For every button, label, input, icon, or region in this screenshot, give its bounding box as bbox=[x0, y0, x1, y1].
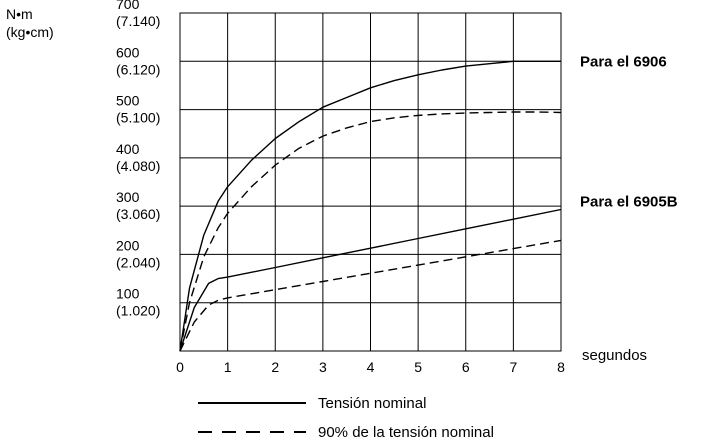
x-tick-label: 2 bbox=[271, 359, 279, 375]
x-unit-label: segundos bbox=[582, 347, 647, 364]
grid bbox=[179, 12, 562, 352]
y-unit-main: N•m bbox=[6, 6, 33, 22]
y-tick-label: 600 bbox=[116, 44, 140, 60]
legend: Tensión nominal 90% de la tensión nominal bbox=[198, 395, 494, 439]
legend-label: Tensión nominal bbox=[318, 395, 426, 412]
y-unit-sub: (kg•cm) bbox=[6, 24, 54, 40]
y-tick-label: 500 bbox=[116, 93, 140, 109]
curve-solid bbox=[179, 60, 561, 352]
x-tick-labels: 0 1 2 3 4 5 6 7 8 bbox=[176, 359, 565, 375]
y-tick-label: 700 bbox=[116, 0, 140, 12]
y-tick-sublabel: (1.020) bbox=[116, 303, 160, 319]
y-tick-label: 200 bbox=[116, 237, 140, 253]
y-tick-labels: 100(1.020) 200(2.040) 300(3.060) 400(4.080)… bbox=[116, 0, 160, 319]
x-tick-label: 7 bbox=[509, 359, 517, 375]
x-tick-label: 6 bbox=[462, 359, 470, 375]
curve-dashed bbox=[179, 239, 562, 352]
x-tick-label: 0 bbox=[176, 359, 184, 375]
curves bbox=[179, 60, 562, 352]
y-tick-sublabel: (2.040) bbox=[116, 254, 160, 270]
y-tick-label: 300 bbox=[116, 189, 140, 205]
y-tick-sublabel: (6.120) bbox=[116, 61, 160, 77]
y-tick-sublabel: (3.060) bbox=[116, 206, 160, 222]
curve-group-labels: Para el 6906 Para el 6905B bbox=[580, 53, 678, 210]
x-tick-label: 3 bbox=[319, 359, 327, 375]
y-tick-sublabel: (5.100) bbox=[116, 110, 160, 126]
legend-label: 90% de la tensión nominal bbox=[318, 424, 494, 439]
x-tick-label: 4 bbox=[367, 359, 375, 375]
curve-group-label: Para el 6906 bbox=[580, 53, 667, 70]
curve-solid bbox=[179, 208, 562, 352]
x-tick-label: 5 bbox=[414, 359, 422, 375]
curve-dashed bbox=[179, 111, 562, 352]
curve-group-label: Para el 6905B bbox=[580, 193, 678, 210]
x-tick-label: 1 bbox=[224, 359, 232, 375]
x-tick-label: 8 bbox=[557, 359, 565, 375]
y-tick-label: 100 bbox=[116, 286, 140, 302]
y-tick-sublabel: (4.080) bbox=[116, 158, 160, 174]
y-tick-label: 400 bbox=[116, 141, 140, 157]
y-tick-sublabel: (7.140) bbox=[116, 13, 160, 29]
